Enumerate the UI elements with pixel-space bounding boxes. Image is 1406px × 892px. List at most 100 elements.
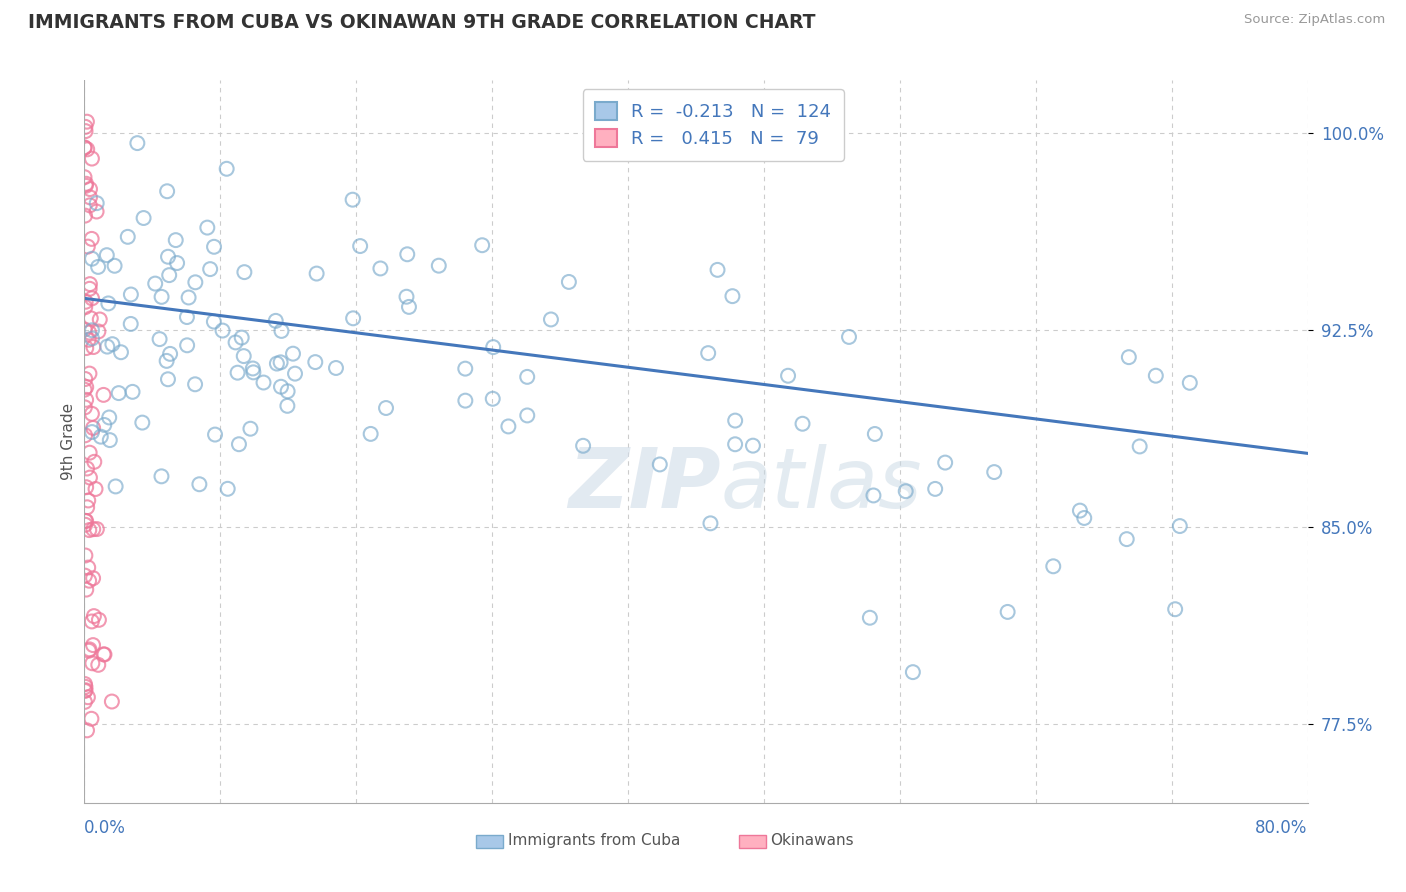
Point [87, 657, 110, 672]
Point [117, 230, 139, 244]
Point [79, 282, 101, 296]
Point [742, 439, 765, 453]
Point [924, 482, 946, 496]
Point [77, 523, 100, 537]
Point [239, 422, 262, 436]
Point [121, 384, 143, 399]
Point [481, 392, 503, 406]
Point [75, 549, 97, 563]
Point [150, 290, 173, 304]
Point [79, 642, 101, 657]
Point [73, 170, 96, 185]
Point [188, 477, 211, 491]
FancyBboxPatch shape [475, 835, 503, 848]
Point [165, 233, 187, 247]
Point [77, 644, 100, 658]
Point [281, 347, 304, 361]
Point [157, 250, 180, 264]
Point [77, 493, 100, 508]
Point [471, 238, 494, 252]
Point [648, 458, 671, 472]
Point [375, 401, 398, 415]
Point [572, 439, 595, 453]
Point [156, 354, 179, 368]
Point [266, 357, 288, 371]
Point [82, 571, 104, 585]
Point [75, 517, 97, 532]
Point [89, 312, 111, 326]
Point [98, 410, 121, 425]
Point [131, 416, 153, 430]
Point [75, 177, 97, 191]
Point [79, 367, 101, 381]
Point [159, 347, 181, 361]
Point [706, 263, 728, 277]
Point [80, 152, 103, 166]
Text: atlas: atlas [720, 444, 922, 525]
Point [198, 262, 221, 277]
Point [103, 259, 125, 273]
Point [80, 232, 103, 246]
Point [93, 388, 115, 402]
Point [232, 349, 254, 363]
Point [516, 370, 538, 384]
Point [983, 465, 1005, 479]
Point [80, 712, 103, 726]
Point [80, 615, 103, 629]
Point [76, 500, 98, 515]
Point [1129, 440, 1152, 454]
Point [792, 417, 814, 431]
Point [75, 392, 97, 407]
Text: Immigrants from Cuba: Immigrants from Cuba [508, 833, 681, 848]
Point [697, 346, 720, 360]
Point [73, 209, 96, 223]
Point [87, 325, 110, 339]
Point [93, 648, 115, 662]
Point [838, 330, 860, 344]
Point [454, 361, 477, 376]
Point [215, 161, 238, 176]
Point [110, 345, 132, 359]
Point [73, 695, 96, 709]
Point [284, 367, 307, 381]
Point [149, 332, 172, 346]
Point [104, 479, 127, 493]
Point [75, 294, 97, 309]
Point [1073, 511, 1095, 525]
Point [540, 312, 562, 326]
Point [217, 482, 239, 496]
Point [370, 261, 392, 276]
Point [80, 425, 103, 439]
Point [80, 407, 103, 421]
Point [304, 355, 326, 369]
Point [225, 335, 247, 350]
Point [82, 657, 104, 671]
Point [87, 613, 110, 627]
Point [73, 677, 96, 691]
Point [1118, 350, 1140, 364]
Point [79, 182, 101, 196]
Point [93, 417, 115, 432]
Point [242, 361, 264, 376]
Point [96, 340, 118, 354]
Point [86, 196, 108, 211]
Point [342, 193, 364, 207]
Point [166, 256, 188, 270]
Point [77, 690, 100, 705]
Point [79, 190, 101, 204]
Point [80, 311, 103, 326]
Point [87, 260, 110, 274]
Point [482, 340, 505, 354]
Point [184, 377, 207, 392]
Point [97, 296, 120, 310]
Point [226, 366, 249, 380]
Point [211, 324, 233, 338]
Point [120, 317, 142, 331]
Point [724, 414, 747, 428]
Point [177, 291, 200, 305]
Point [82, 522, 104, 536]
Point [83, 609, 105, 624]
Point [305, 267, 328, 281]
Point [75, 428, 97, 442]
Point [76, 461, 98, 475]
